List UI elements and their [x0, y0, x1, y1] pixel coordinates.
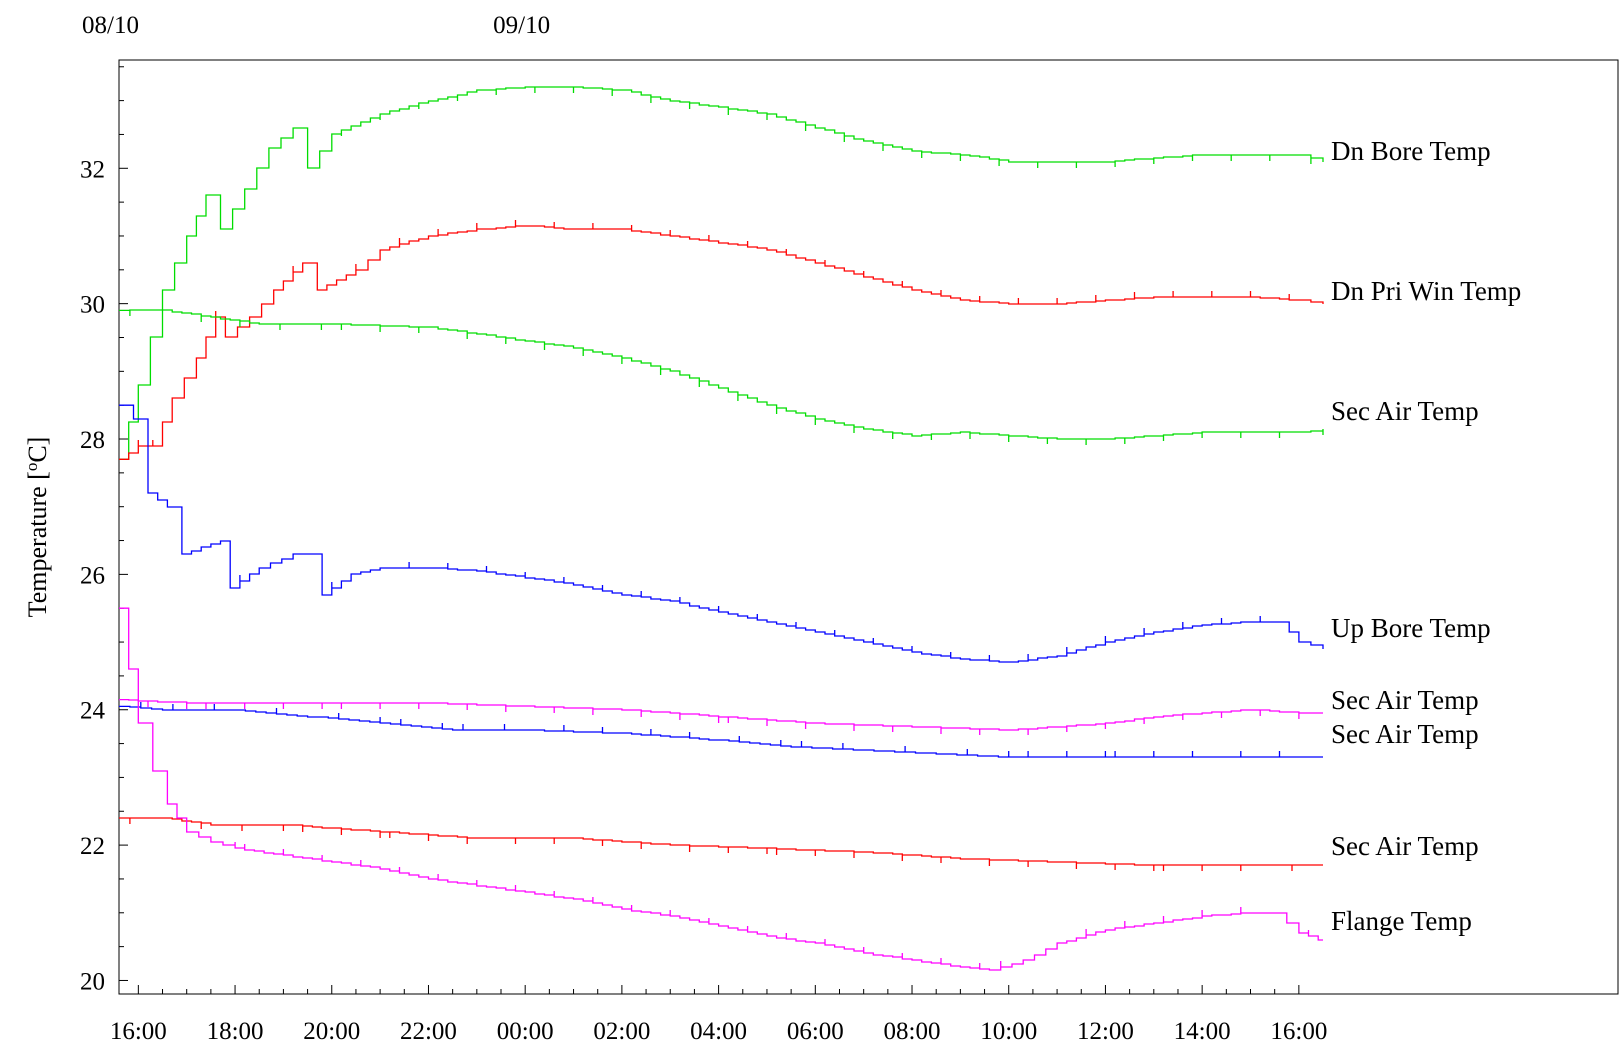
- y-tick-label: 30: [80, 292, 105, 319]
- x-axis: 16:00 18:00 20:00 22:00 00:00 02:00 04:00 06:00…: [110, 985, 1327, 1045]
- series-layer: [119, 86, 1324, 971]
- y-axis-title: Temperature [oC]: [22, 437, 53, 618]
- date-label: 08/10: [82, 12, 139, 39]
- series-line: [119, 698, 1323, 735]
- series-line: [119, 220, 1324, 460]
- x-tick-label: 16:00: [110, 1018, 167, 1045]
- y-tick-label: 26: [80, 562, 105, 589]
- series-label: Dn Bore Temp: [1331, 136, 1491, 166]
- x-tick-label: 08:00: [884, 1018, 941, 1045]
- x-tick-label: 04:00: [690, 1018, 747, 1045]
- series-label: Sec Air Temp: [1331, 685, 1479, 715]
- x-tick-label: 12:00: [1077, 1018, 1134, 1045]
- x-tick-label: 18:00: [207, 1018, 264, 1045]
- x-tick-label: 10:00: [980, 1018, 1037, 1045]
- series-line: [119, 404, 1324, 663]
- x-tick-label: 20:00: [303, 1018, 360, 1045]
- y-tick-label: 20: [80, 968, 105, 995]
- series-label: Up Bore Temp: [1331, 613, 1491, 643]
- x-tick-label: 14:00: [1174, 1018, 1231, 1045]
- series-line: [119, 309, 1324, 445]
- series-line: [119, 817, 1323, 871]
- x-tick-label: 02:00: [593, 1018, 650, 1045]
- y-axis-title-prefix: Temperature [: [23, 471, 52, 617]
- y-axis-title-superscript: o: [22, 463, 41, 472]
- series-line: [119, 607, 1323, 971]
- y-tick-label: 28: [80, 427, 105, 454]
- series-label-layer: Dn Bore Temp Dn Pri Win Temp Sec Air Temp U…: [1331, 136, 1521, 936]
- series-label: Dn Pri Win Temp: [1331, 276, 1521, 306]
- x-tick-label: 00:00: [497, 1018, 554, 1045]
- date-label: 09/10: [493, 12, 550, 39]
- series-label: Sec Air Temp: [1331, 719, 1479, 749]
- y-tick-label: 24: [80, 698, 106, 725]
- y-tick-label: 32: [80, 156, 105, 183]
- series-line: [119, 702, 1323, 758]
- date-axis: 08/10 09/10: [82, 12, 550, 39]
- y-axis-title-suffix: C]: [23, 437, 52, 463]
- series-label: Sec Air Temp: [1331, 396, 1479, 426]
- x-tick-label: 22:00: [400, 1018, 457, 1045]
- series-label: Flange Temp: [1331, 906, 1472, 936]
- x-tick-label: 06:00: [787, 1018, 844, 1045]
- y-tick-label: 22: [80, 833, 105, 860]
- plot-frame: [118, 59, 1619, 995]
- series-label: Sec Air Temp: [1331, 831, 1479, 861]
- y-axis: 20 22 24 26 28 30 32: [80, 66, 128, 995]
- series-line: [119, 86, 1324, 460]
- x-tick-label: 16:00: [1270, 1018, 1327, 1045]
